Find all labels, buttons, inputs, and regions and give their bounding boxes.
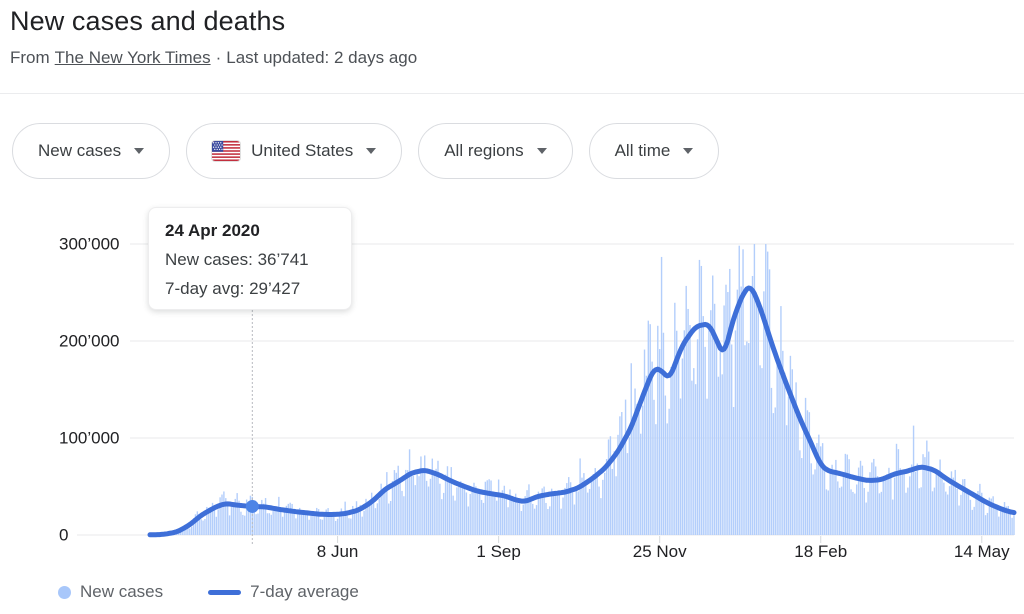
y-tick-label: 200’000: [59, 332, 120, 351]
daily-bars-series: [154, 244, 1015, 536]
filter-time-button[interactable]: All time: [588, 123, 720, 179]
avg-line-swatch-icon: [208, 589, 242, 595]
source-line: From The New York Times · Last updated: …: [10, 48, 417, 68]
source-prefix: From: [10, 48, 50, 67]
header: New cases and deaths From The New York T…: [10, 6, 417, 68]
x-tick-label: 18 Feb: [794, 542, 847, 560]
filter-time-label: All time: [614, 141, 671, 160]
chart-svg[interactable]: 0 100’000 200’000 300’000 8 Jun 1 Sep 25 Nov 18…: [0, 210, 1024, 560]
source-link[interactable]: The New York Times: [54, 48, 211, 67]
chart-tooltip: 24 Apr 2020 New cases: 36’741 7-day avg:…: [148, 207, 352, 310]
avg-line-series: [147, 285, 1017, 538]
filter-country-label: United States: [251, 141, 354, 160]
tooltip-avg: 7-day avg: 29’427: [165, 279, 301, 298]
filters-bar: New cases United States All regions: [12, 123, 720, 179]
us-flag-icon: [212, 141, 241, 161]
chart-legend: New cases 7-day average: [58, 582, 359, 602]
x-tick-label: 25 Nov: [633, 542, 687, 560]
caret-down-icon: [536, 148, 547, 154]
new-cases-swatch-icon: [58, 585, 71, 599]
separator-dot: ·: [215, 48, 222, 67]
filter-region-button[interactable]: All regions: [418, 123, 573, 179]
divider: [0, 93, 1024, 94]
selected-point-dot[interactable]: [245, 499, 259, 513]
filter-region-label: All regions: [444, 141, 524, 160]
filter-metric-label: New cases: [38, 141, 122, 160]
page-title: New cases and deaths: [10, 6, 286, 36]
filter-metric-button[interactable]: New cases: [12, 123, 171, 179]
caret-down-icon: [366, 148, 377, 154]
y-tick-label: 0: [59, 526, 68, 545]
caret-down-icon: [134, 148, 145, 154]
tooltip-new-cases: New cases: 36’741: [165, 250, 309, 269]
x-tick-label: 14 May: [954, 542, 1010, 560]
filter-country-button[interactable]: United States: [186, 123, 403, 179]
caret-down-icon: [683, 148, 694, 154]
avg-line: [147, 285, 1017, 538]
axes: 0 100’000 200’000 300’000 8 Jun 1 Sep 25 Nov 18…: [59, 235, 1010, 561]
legend-label-avg: 7-day average: [250, 582, 359, 601]
x-tick-label: 8 Jun: [317, 542, 359, 560]
y-tick-label: 300’000: [59, 235, 120, 254]
x-tick-label: 1 Sep: [476, 542, 520, 560]
legend-label-new-cases: New cases: [80, 582, 164, 601]
last-updated: Last updated: 2 days ago: [226, 48, 418, 67]
y-tick-label: 100’000: [59, 429, 120, 448]
tooltip-date: 24 Apr 2020: [165, 221, 260, 240]
